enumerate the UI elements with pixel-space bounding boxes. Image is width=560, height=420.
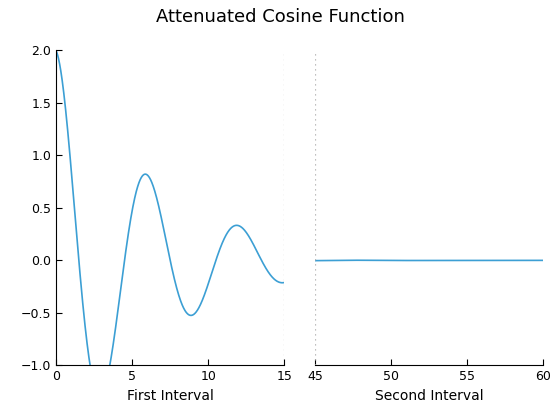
X-axis label: Second Interval: Second Interval bbox=[375, 389, 483, 403]
Text: Attenuated Cosine Function: Attenuated Cosine Function bbox=[156, 8, 404, 26]
X-axis label: First Interval: First Interval bbox=[127, 389, 213, 403]
